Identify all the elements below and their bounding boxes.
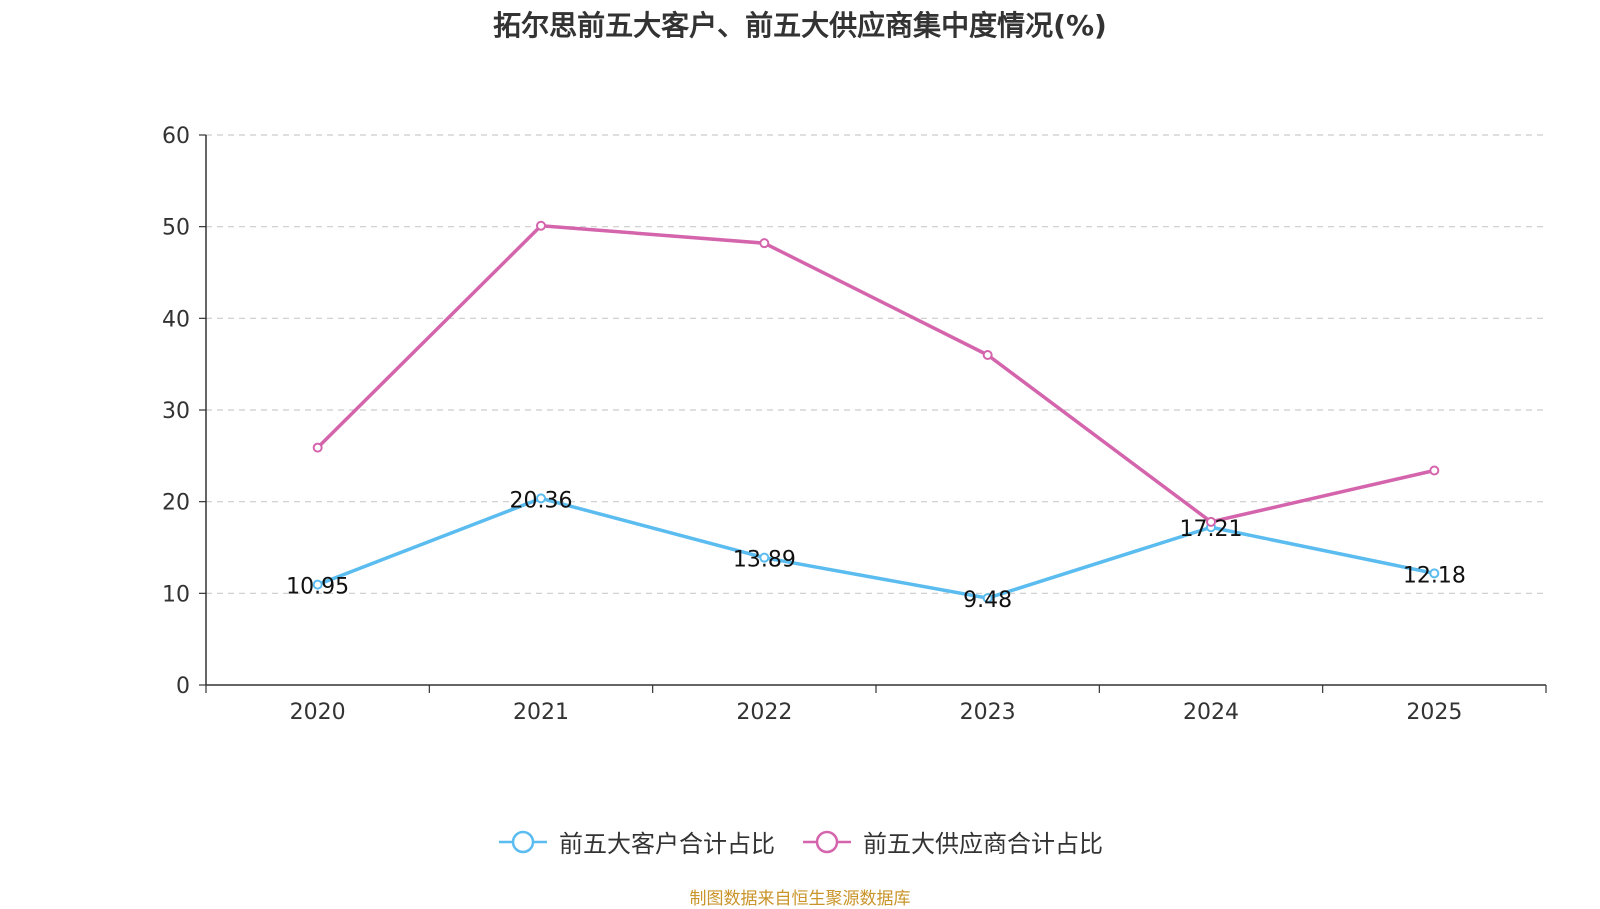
data-point — [759, 238, 770, 249]
data-point — [312, 579, 323, 590]
data-label: 10.95 — [286, 575, 349, 600]
y-tick-label: 10 — [162, 582, 190, 607]
data-point — [1429, 568, 1440, 579]
data-label: 17.21 — [1180, 517, 1243, 542]
legend-item-suppliers[interactable]: 前五大供应商合计占比 — [801, 824, 1103, 859]
axes: 0 10 20 30 40 50 60 2020 2021 2022 2023 2024 2025 — [162, 124, 1547, 725]
series-line-1 — [316, 224, 1435, 524]
data-point — [759, 552, 770, 563]
x-tick-label: 2020 — [290, 700, 346, 725]
data-point — [1429, 465, 1440, 476]
y-tick-label: 60 — [162, 124, 190, 149]
y-tick-label: 50 — [162, 216, 190, 241]
y-tick-label: 0 — [176, 674, 190, 699]
legend: 前五大客户合计占比 前五大供应商合计占比 — [0, 824, 1600, 859]
data-label: 13.89 — [733, 548, 796, 573]
legend-line-circle-icon — [499, 830, 547, 853]
data-label: 12.18 — [1403, 563, 1466, 588]
x-tick-label: 2023 — [960, 700, 1016, 725]
chart-title: 拓尔思前五大客户、前五大供应商集中度情况(%) — [493, 9, 1107, 42]
x-tick-label: 2022 — [736, 700, 792, 725]
data-label: 20.36 — [510, 488, 573, 513]
y-tick-label: 40 — [162, 307, 190, 332]
series-lines — [312, 220, 1440, 604]
data-labels: 10.95 20.36 13.89 9.48 17.21 12.18 — [286, 488, 1466, 613]
legend-line-circle-icon — [803, 830, 851, 853]
data-point — [982, 350, 993, 360]
x-tick-label: 2025 — [1406, 700, 1462, 725]
legend-item-customers[interactable]: 前五大客户合计占比 — [497, 824, 775, 859]
data-point — [982, 593, 993, 604]
grid-lines — [206, 134, 1546, 594]
data-point — [312, 442, 323, 453]
data-point — [1206, 516, 1216, 527]
series-line-0 — [317, 496, 1435, 600]
y-tick-label: 30 — [162, 399, 190, 424]
x-tick-label: 2021 — [513, 700, 569, 725]
source-note: 制图数据来自恒生聚源数据库 — [689, 889, 911, 909]
data-point — [536, 220, 546, 231]
x-tick-label: 2024 — [1183, 700, 1239, 725]
data-point — [536, 493, 546, 504]
legend-label-customers: 前五大客户合计占比 — [559, 830, 775, 858]
legend-label-suppliers: 前五大供应商合计占比 — [863, 830, 1103, 858]
data-label: 9.48 — [963, 588, 1012, 613]
y-tick-label: 20 — [162, 491, 190, 516]
